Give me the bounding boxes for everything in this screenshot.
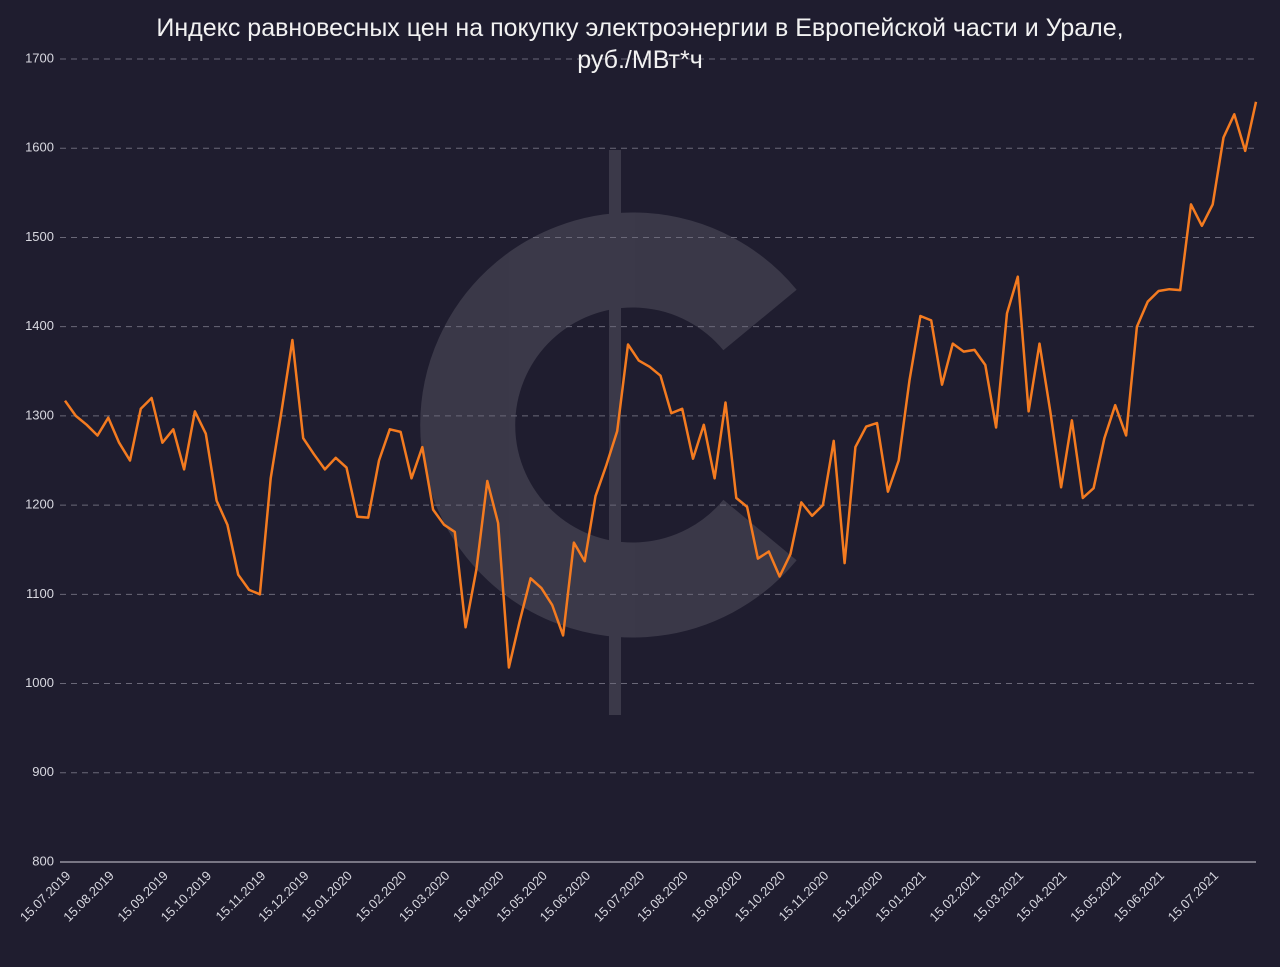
- chart-title: Индекс равновесных цен на покупку электр…: [156, 14, 1124, 74]
- data-line: [63, 101, 1258, 669]
- y-tick-label: 1700: [25, 50, 54, 65]
- y-tick-label: 1000: [25, 675, 54, 690]
- y-tick-label: 1400: [25, 318, 54, 333]
- y-tick-label: 1200: [25, 497, 54, 512]
- watermark: [420, 150, 797, 715]
- y-tick-label: 900: [32, 764, 54, 779]
- x-tick-label: 15.07.2021: [1165, 868, 1222, 925]
- y-tick-label: 1600: [25, 140, 54, 155]
- y-tick-label: 1500: [25, 229, 54, 244]
- y-tick-label: 1100: [26, 586, 54, 601]
- y-tick-label: 800: [32, 853, 54, 868]
- y-tick-label: 1300: [25, 407, 54, 422]
